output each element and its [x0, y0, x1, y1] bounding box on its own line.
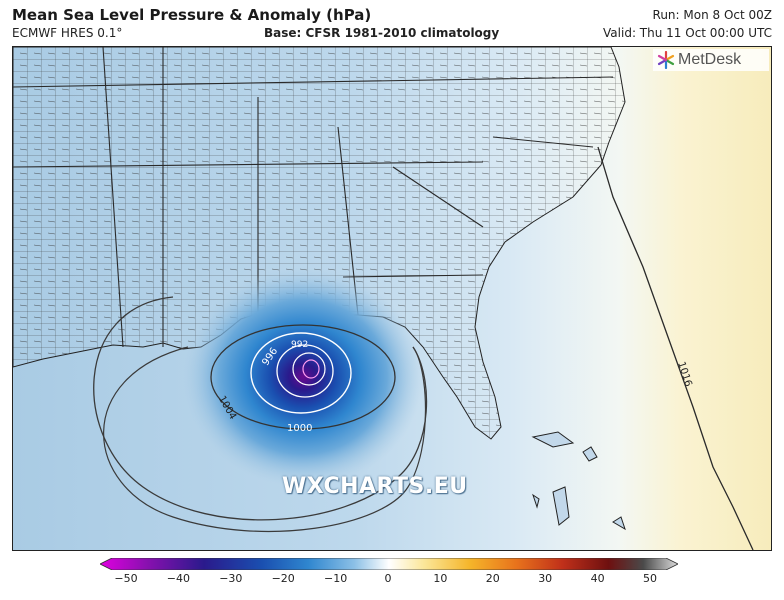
caribbean-islands: [531, 431, 626, 531]
colorbar-tick-label: 30: [538, 572, 553, 585]
isobar-inner-3: [302, 359, 320, 379]
colorbar-tick-label: 0: [384, 572, 392, 585]
colorbar-tick-label: −50: [114, 572, 138, 585]
wxcharts-watermark: WXCHARTS.EU: [282, 474, 468, 499]
isobar-1000: [210, 324, 396, 430]
run-time-label: Run: Mon 8 Oct 00Z: [652, 8, 772, 22]
colorbar-tick-label: 20: [485, 572, 500, 585]
isobar-996: [250, 332, 352, 414]
anomaly-colorbar: [100, 558, 678, 570]
isobar-outer: [103, 346, 427, 532]
low-center-label: 992: [291, 340, 308, 350]
metdesk-logo-text: MetDesk: [678, 51, 742, 68]
state-borders: [13, 47, 614, 348]
colorbar-tick-label: −20: [271, 572, 295, 585]
colorbar-tick-label: 40: [590, 572, 605, 585]
isobar-inner-1: [276, 344, 334, 398]
colorbar-tick-label: −30: [219, 572, 243, 585]
valid-time-label: Valid: Thu 11 Oct 00:00 UTC: [603, 26, 772, 40]
metdesk-logo: MetDesk: [653, 49, 769, 71]
colorbar-ticks: −50 −40 −30 −20 −10 0 10 20 30 40 50: [0, 572, 784, 592]
map-canvas: 996 1000 1004 1016 992 MetD: [13, 47, 771, 550]
isobar-1016: [597, 146, 754, 550]
isobar-1004: [93, 296, 428, 521]
isobar-inner-2: [292, 352, 326, 386]
pressure-anomaly-map: 996 1000 1004 1016 992 MetD: [12, 46, 772, 551]
model-label: ECMWF HRES 0.1°: [12, 26, 123, 40]
chart-title: Mean Sea Level Pressure & Anomaly (hPa): [12, 6, 372, 24]
colorbar-tick-label: −10: [323, 572, 348, 585]
isobars: [93, 146, 754, 550]
metdesk-star-icon: [657, 51, 675, 69]
climatology-base-label: Base: CFSR 1981-2010 climatology: [264, 26, 500, 40]
contour-label-1000: 1000: [287, 423, 312, 434]
low-pressure-anomaly: [183, 267, 423, 487]
colorbar-tick-label: 10: [433, 572, 448, 585]
colorbar-tick-label: 50: [643, 572, 657, 585]
colorbar-tick-label: −40: [166, 572, 190, 585]
